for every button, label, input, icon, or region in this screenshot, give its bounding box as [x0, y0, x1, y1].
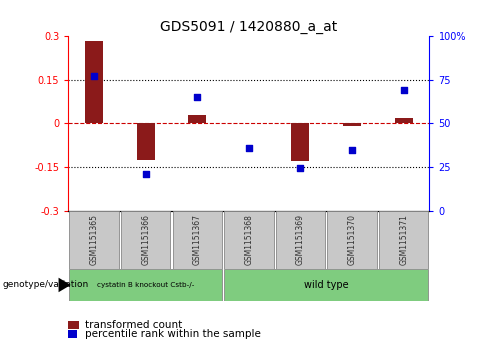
- Text: GSM1151367: GSM1151367: [193, 214, 202, 265]
- Polygon shape: [59, 278, 71, 292]
- FancyBboxPatch shape: [224, 211, 274, 269]
- Text: GSM1151366: GSM1151366: [141, 214, 150, 265]
- FancyBboxPatch shape: [224, 269, 428, 301]
- Point: [142, 171, 150, 177]
- Polygon shape: [68, 321, 79, 329]
- Text: cystatin B knockout Cstb-/-: cystatin B knockout Cstb-/-: [97, 282, 194, 288]
- Text: GSM1151365: GSM1151365: [90, 214, 99, 265]
- Bar: [85, 41, 103, 123]
- Text: transformed count: transformed count: [85, 320, 183, 330]
- Text: genotype/variation: genotype/variation: [2, 281, 89, 289]
- Bar: [137, 123, 155, 160]
- Bar: [395, 118, 413, 123]
- Title: GDS5091 / 1420880_a_at: GDS5091 / 1420880_a_at: [160, 20, 338, 34]
- FancyBboxPatch shape: [69, 211, 119, 269]
- FancyBboxPatch shape: [379, 211, 428, 269]
- Text: GSM1151371: GSM1151371: [399, 214, 408, 265]
- Text: percentile rank within the sample: percentile rank within the sample: [85, 329, 261, 339]
- Bar: [291, 123, 309, 161]
- Bar: [188, 115, 206, 123]
- FancyBboxPatch shape: [276, 211, 325, 269]
- Point: [400, 87, 407, 93]
- Bar: [343, 123, 361, 126]
- Point: [90, 73, 98, 78]
- Point: [297, 166, 305, 171]
- Text: wild type: wild type: [304, 280, 348, 290]
- Point: [245, 145, 253, 151]
- Text: GSM1151368: GSM1151368: [244, 214, 253, 265]
- FancyBboxPatch shape: [327, 211, 377, 269]
- FancyBboxPatch shape: [173, 211, 222, 269]
- FancyBboxPatch shape: [121, 211, 170, 269]
- Point: [193, 94, 201, 100]
- Text: GSM1151369: GSM1151369: [296, 214, 305, 265]
- FancyBboxPatch shape: [69, 269, 222, 301]
- Text: GSM1151370: GSM1151370: [347, 214, 357, 265]
- Point: [348, 147, 356, 152]
- Polygon shape: [68, 330, 77, 338]
